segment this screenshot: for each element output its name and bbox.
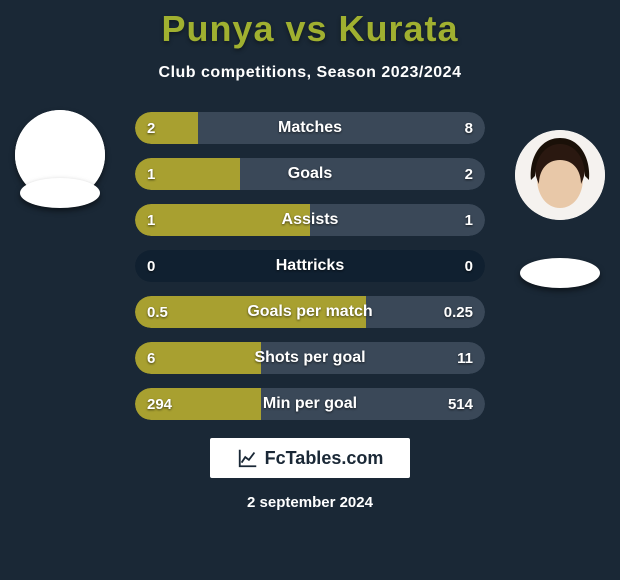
stat-label: Matches — [135, 112, 485, 144]
player-right-avatar — [515, 130, 605, 220]
stat-label: Shots per goal — [135, 342, 485, 374]
stat-label: Goals per match — [135, 296, 485, 328]
stat-row: 28Matches — [135, 112, 485, 144]
stat-row: 12Goals — [135, 158, 485, 190]
stat-label: Hattricks — [135, 250, 485, 282]
stat-bars: 28Matches 12Goals 11Assists 00Hattricks 0.50… — [135, 112, 485, 420]
footer-logo: FcTables.com — [210, 438, 410, 478]
player-left-badge — [20, 178, 100, 208]
stat-label: Goals — [135, 158, 485, 190]
footer-logo-text: FcTables.com — [265, 448, 384, 469]
footer-date: 2 september 2024 — [0, 494, 620, 511]
player-right-badge — [520, 258, 600, 288]
stat-row: 11Assists — [135, 204, 485, 236]
page-title: Punya vs Kurata — [0, 0, 620, 50]
chart-icon — [237, 447, 259, 469]
stat-label: Min per goal — [135, 388, 485, 420]
stat-row: 0.50.25Goals per match — [135, 296, 485, 328]
stat-row: 294514Min per goal — [135, 388, 485, 420]
stat-row: 00Hattricks — [135, 250, 485, 282]
player-right-face-icon — [515, 130, 605, 220]
stat-row: 611Shots per goal — [135, 342, 485, 374]
stat-label: Assists — [135, 204, 485, 236]
subtitle: Club competitions, Season 2023/2024 — [0, 64, 620, 82]
